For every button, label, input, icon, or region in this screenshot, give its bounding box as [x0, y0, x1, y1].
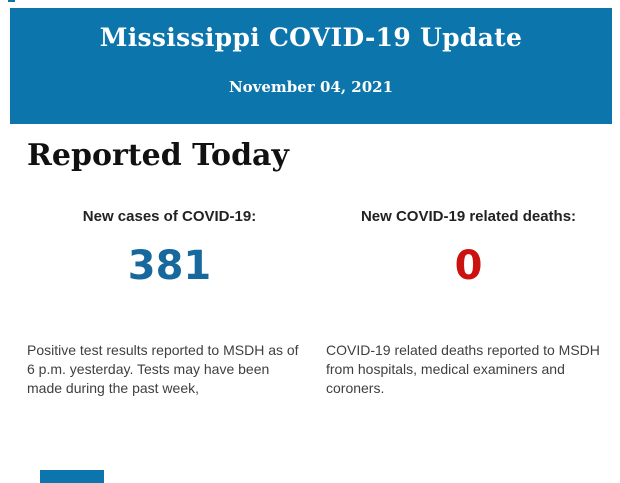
new-cases-label: New cases of COVID-19: [82, 208, 257, 225]
stat-labels-row: New cases of COVID-19: New COVID-19 rela… [27, 208, 611, 226]
stat-values-row: 381 0 [27, 243, 611, 289]
new-deaths-description: COVID-19 related deaths reported to MSDH… [326, 342, 600, 396]
section-title: Reported Today [27, 138, 289, 173]
previous-section-edge [8, 0, 15, 2]
header-banner: Mississippi COVID-19 Update November 04,… [10, 8, 612, 124]
stat-descriptions-row: Positive test results reported to MSDH a… [27, 341, 611, 398]
next-section-edge [40, 470, 104, 483]
new-cases-description: Positive test results reported to MSDH a… [27, 342, 299, 396]
new-deaths-label: New COVID-19 related deaths: [360, 208, 577, 225]
newsletter-date: November 04, 2021 [228, 78, 394, 96]
new-deaths-value: 0 [454, 243, 483, 289]
newsletter-title: Mississippi COVID-19 Update [99, 23, 523, 52]
new-cases-value: 381 [127, 243, 212, 289]
